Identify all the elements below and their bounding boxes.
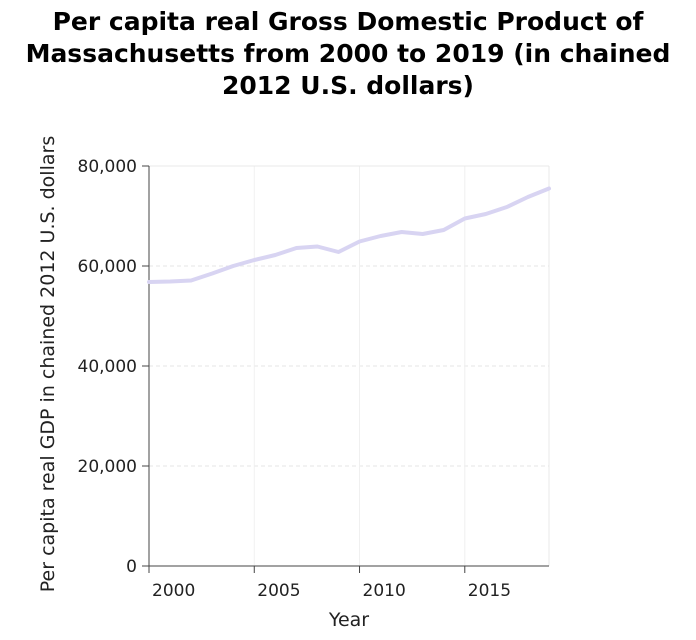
gdp-series-line	[147, 186, 551, 284]
y-tick-label: 0	[126, 557, 137, 577]
y-tick-label: 80,000	[78, 157, 137, 177]
x-tick-label: 2015	[468, 581, 511, 601]
x-tick-label: 2005	[257, 581, 300, 601]
y-tick-label: 60,000	[78, 257, 137, 277]
grid-lines	[149, 165, 550, 566]
x-tick-label: 2010	[363, 581, 406, 601]
chart-title-line-1: Per capita real Gross Domestic Product o…	[53, 7, 645, 36]
series-layer	[147, 186, 551, 284]
y-axis-label: Per capita real GDP in chained 2012 U.S.…	[37, 136, 59, 592]
tick-labels: 0 20,000 40,000 60,000 80,000 2000 2005 2010 201…	[78, 157, 512, 601]
chart-title-line-2: Massachusetts from 2000 to 2019 (in chai…	[26, 39, 671, 68]
chart-title: Per capita real Gross Domestic Product o…	[26, 7, 671, 100]
axes	[142, 165, 549, 573]
x-tick-label: 2000	[152, 581, 195, 601]
chart-title-line-3: 2012 U.S. dollars)	[222, 71, 474, 100]
y-tick-label: 20,000	[78, 457, 137, 477]
y-tick-label: 40,000	[78, 357, 137, 377]
x-axis-label: Year	[328, 609, 369, 631]
